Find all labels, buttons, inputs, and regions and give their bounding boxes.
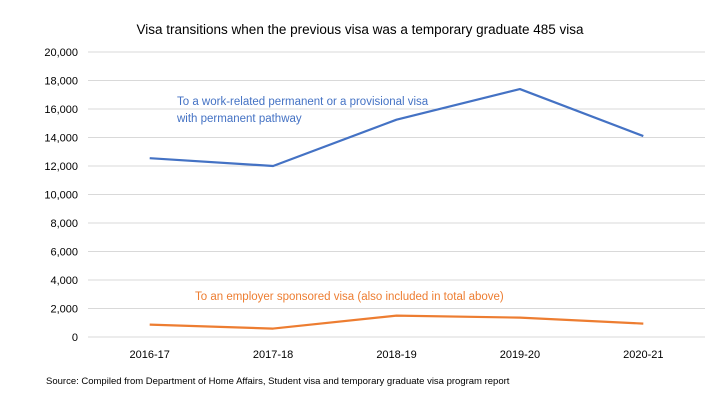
y-tick-label: 20,000 [44, 47, 78, 59]
y-tick-label: 18,000 [44, 76, 78, 88]
y-tick-label: 10,000 [44, 190, 78, 202]
x-tick-label: 2018-19 [376, 349, 416, 361]
x-tick-label: 2020-21 [623, 349, 663, 361]
series-label-work-related: To a work-related permanent or a provisi… [177, 96, 429, 108]
source-note: Source: Compiled from Department of Home… [46, 376, 510, 387]
series-line-2 [149, 314, 644, 330]
y-tick-label: 12,000 [44, 161, 78, 173]
chart-title: Visa transitions when the previous visa … [136, 22, 584, 37]
y-tick-label: 8,000 [50, 218, 78, 230]
y-tick-label: 0 [72, 332, 78, 344]
x-tick-label: 2016-17 [130, 349, 170, 361]
y-tick-label: 14,000 [44, 133, 78, 145]
series-label-employer-sponsored: To an employer sponsored visa (also incl… [195, 291, 504, 303]
x-tick-label: 2017-18 [253, 349, 293, 361]
x-tick-label: 2019-20 [500, 349, 540, 361]
y-tick-label: 2,000 [50, 304, 78, 316]
y-tick-label: 4,000 [50, 275, 78, 287]
y-tick-label: 6,000 [50, 247, 78, 259]
series-label-work-related: with permanent pathway [176, 113, 302, 125]
y-tick-label: 16,000 [44, 104, 78, 116]
